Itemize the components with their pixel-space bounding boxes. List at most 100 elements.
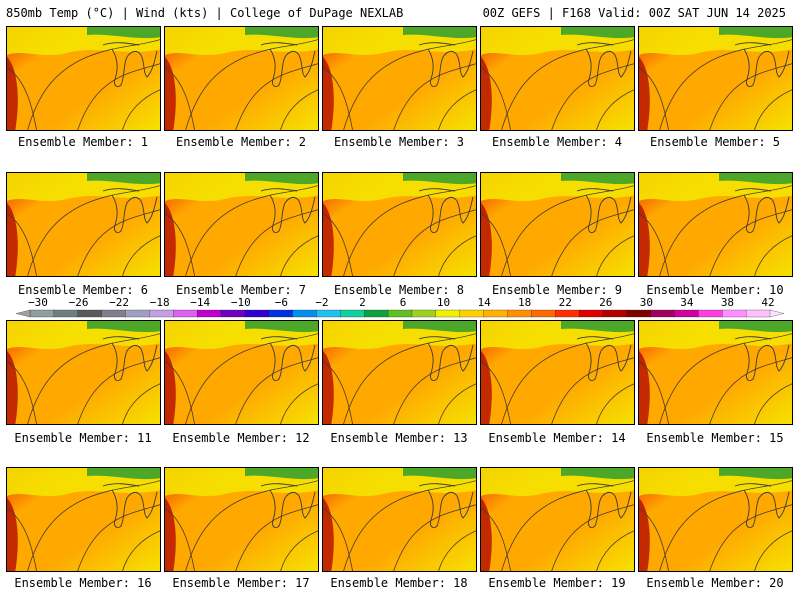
isotherm-contour bbox=[754, 383, 792, 424]
ensemble-member-label: Ensemble Member: 16 bbox=[14, 576, 152, 590]
isotherm-contour bbox=[323, 212, 354, 276]
colorbar-tick-label: 30 bbox=[640, 296, 653, 309]
ensemble-member-label: Ensemble Member: 3 bbox=[333, 135, 465, 149]
colorbar-tick-label: 22 bbox=[559, 296, 572, 309]
ensemble-map-panel bbox=[322, 320, 477, 425]
coldest-air-band bbox=[403, 468, 476, 480]
colorbar-segment bbox=[53, 309, 79, 318]
colorbar-segment bbox=[626, 309, 652, 318]
colorbar-segment bbox=[125, 309, 151, 318]
colorbar-segment bbox=[77, 309, 103, 318]
colorbar-segment bbox=[220, 309, 246, 318]
heat-core bbox=[639, 351, 650, 424]
colorbar-segment bbox=[411, 309, 437, 318]
isotherm-contour bbox=[393, 357, 476, 424]
isotherm-contour bbox=[235, 504, 318, 571]
coldest-air-band bbox=[87, 468, 160, 480]
coldest-air-band bbox=[561, 321, 634, 333]
isotherm-contour bbox=[754, 235, 792, 276]
isotherm-contour bbox=[280, 530, 318, 571]
heat-core bbox=[165, 203, 176, 276]
colorbar-segment bbox=[316, 309, 341, 318]
isotherm-contour bbox=[77, 63, 160, 130]
heat-core bbox=[481, 57, 492, 130]
coldest-air-band bbox=[403, 173, 476, 185]
ensemble-map-panel bbox=[638, 467, 793, 572]
ensemble-member-label: Ensemble Member: 8 bbox=[333, 283, 465, 297]
colorbar-min-arrow bbox=[15, 309, 31, 318]
colorbar-tick-label: 34 bbox=[680, 296, 694, 309]
ensemble-map-panel bbox=[638, 172, 793, 277]
colorbar-max-arrow bbox=[769, 309, 785, 318]
isotherm-contour bbox=[122, 383, 160, 424]
great-lakes-outline bbox=[734, 188, 790, 234]
isotherm-contour bbox=[122, 530, 160, 571]
isotherm-contour bbox=[165, 66, 196, 130]
isotherm-contour bbox=[235, 63, 318, 130]
isotherm-contour bbox=[481, 212, 512, 276]
colorbar-segment bbox=[650, 309, 676, 318]
colorbar-tick-label: 18 bbox=[518, 296, 531, 309]
isotherm-contour bbox=[639, 360, 670, 424]
coldest-air-band bbox=[561, 27, 634, 39]
isotherm-contour bbox=[280, 383, 318, 424]
colorbar-segment bbox=[149, 309, 174, 318]
colorbar-tick-label: −14 bbox=[190, 296, 210, 309]
heat-core bbox=[481, 203, 492, 276]
great-lakes-outline bbox=[418, 336, 474, 382]
colorbar-segment bbox=[578, 309, 604, 318]
coldest-air-band bbox=[719, 321, 792, 333]
isotherm-contour bbox=[393, 504, 476, 571]
ensemble-map-panel bbox=[480, 467, 635, 572]
colorbar-segment bbox=[340, 309, 365, 318]
colorbar-tick-label: 2 bbox=[359, 296, 366, 309]
isotherm-contour bbox=[235, 209, 318, 276]
isotherm-contour bbox=[7, 66, 38, 130]
ensemble-map-panel bbox=[164, 172, 319, 277]
ensemble-member-label: Ensemble Member: 19 bbox=[488, 576, 626, 590]
colorbar-segment bbox=[196, 309, 222, 318]
isotherm-contour bbox=[754, 530, 792, 571]
colorbar-tick-label: −30 bbox=[28, 296, 48, 309]
isotherm-contour bbox=[7, 212, 38, 276]
isotherm-contour bbox=[596, 89, 634, 130]
colorbar-tick-label: −26 bbox=[69, 296, 89, 309]
great-lakes-outline bbox=[576, 483, 632, 529]
ensemble-map-panel bbox=[480, 26, 635, 131]
coldest-air-band bbox=[719, 27, 792, 39]
isotherm-contour bbox=[165, 212, 196, 276]
coldest-air-band bbox=[403, 27, 476, 39]
isotherm-contour bbox=[280, 235, 318, 276]
coldest-air-band bbox=[719, 468, 792, 480]
isotherm-contour bbox=[709, 357, 792, 424]
ensemble-map-panel bbox=[164, 320, 319, 425]
run-valid-time: 00Z GEFS | F168 Valid: 00Z SAT JUN 14 20… bbox=[482, 6, 786, 20]
colorbar-tick-label: 26 bbox=[599, 296, 612, 309]
colorbar-tick-label: −22 bbox=[109, 296, 129, 309]
ensemble-member-label: Ensemble Member: 17 bbox=[172, 576, 310, 590]
isotherm-contour bbox=[639, 66, 670, 130]
colorbar-segment bbox=[698, 309, 723, 318]
isotherm-contour bbox=[551, 357, 634, 424]
heat-core bbox=[165, 351, 176, 424]
heat-core bbox=[481, 498, 492, 571]
coldest-air-band bbox=[87, 173, 160, 185]
ensemble-member-label: Ensemble Member: 9 bbox=[491, 283, 623, 297]
great-lakes-outline bbox=[102, 188, 158, 234]
isotherm-contour bbox=[77, 209, 160, 276]
isotherm-contour bbox=[639, 212, 670, 276]
isotherm-contour bbox=[438, 235, 476, 276]
isotherm-contour bbox=[122, 235, 160, 276]
isotherm-contour bbox=[77, 357, 160, 424]
isotherm-contour bbox=[754, 89, 792, 130]
heat-core bbox=[639, 57, 650, 130]
heat-core bbox=[7, 498, 18, 571]
colorbar-segment bbox=[173, 309, 198, 318]
colorbar-tick-label: 10 bbox=[437, 296, 450, 309]
heat-core bbox=[323, 57, 334, 130]
isotherm-contour bbox=[551, 504, 634, 571]
heat-core bbox=[323, 351, 334, 424]
colorbar-segment bbox=[483, 309, 509, 318]
ensemble-map-panel bbox=[638, 320, 793, 425]
ensemble-member-label: Ensemble Member: 2 bbox=[175, 135, 307, 149]
